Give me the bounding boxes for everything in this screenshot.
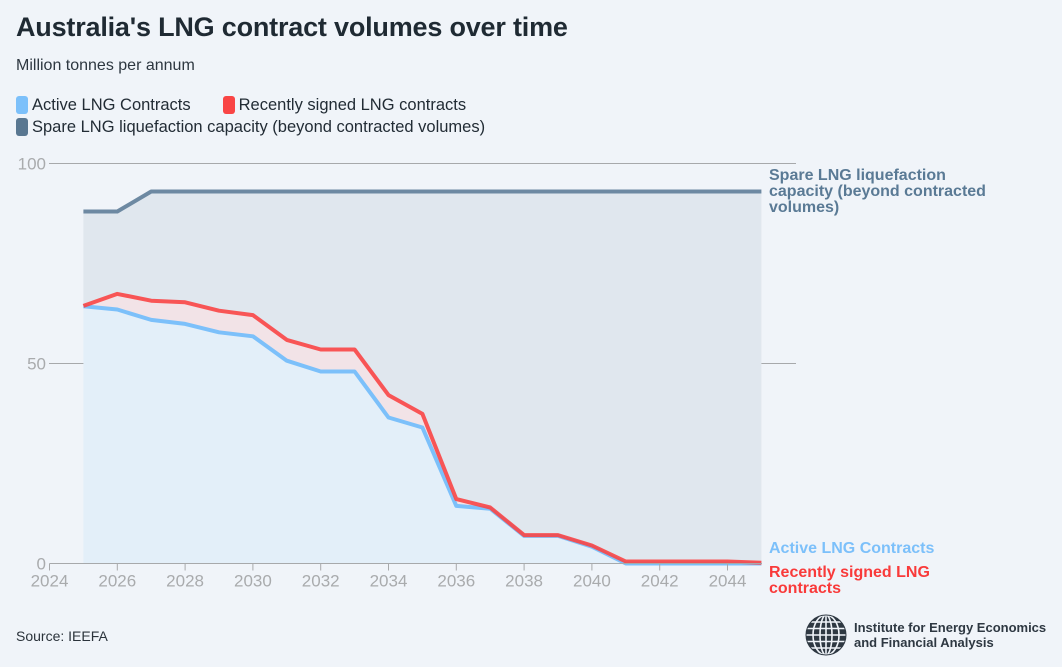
x-tick-label: 2026 [98, 572, 136, 591]
x-tick-label: 2036 [437, 572, 475, 591]
source-note: Source: IEEFA [16, 628, 108, 644]
end-label-recent: contracts [769, 580, 841, 597]
legend-label-recent: Recently signed LNG contracts [238, 95, 467, 114]
area-spare-capacity [83, 191, 762, 563]
end-label-spare: volumes) [769, 199, 839, 216]
logo-line-1: Institute for Energy Economics [854, 620, 1047, 635]
y-tick-label: 50 [27, 355, 46, 374]
x-tick-label: 2040 [573, 572, 611, 591]
ieefa-logo: Institute for Energy Economics and Finan… [804, 613, 1046, 657]
axes: 0 50 100 2024 2026 2028 2030 2032 2034 2036 2038 20… [18, 155, 762, 591]
y-tick-label: 100 [18, 155, 46, 174]
x-tick-label: 2038 [505, 572, 543, 591]
y-tick-label: 0 [37, 555, 46, 574]
x-tick-label: 2028 [166, 572, 204, 591]
legend-swatch-spare [16, 118, 28, 136]
legend-item-spare[interactable]: Spare LNG liquefaction capacity (beyond … [16, 118, 485, 137]
x-tick-label: 2030 [234, 572, 272, 591]
areas [83, 191, 762, 564]
globe-icon [805, 614, 847, 656]
legend-label-spare: Spare LNG liquefaction capacity (beyond … [32, 117, 486, 136]
legend-label-active: Active LNG Contracts [32, 95, 191, 114]
x-tick-label: 2032 [302, 572, 340, 591]
x-tick-label: 2044 [709, 572, 747, 591]
chart-title: Australia's LNG contract volumes over ti… [16, 12, 568, 42]
x-tick-label: 2034 [370, 572, 408, 591]
legend-item-recent[interactable]: Recently signed LNG contracts [222, 95, 467, 115]
x-tick-label: 2042 [641, 572, 679, 591]
end-label-active: Active LNG Contracts [769, 540, 934, 557]
legend-item-active[interactable]: Active LNG Contracts [16, 96, 191, 115]
line-recently-signed [82, 291, 762, 565]
legend: Active LNG Contracts Recently signed LNG… [16, 94, 517, 138]
chart-subtitle: Million tonnes per annum [16, 57, 195, 74]
legend-swatch-active [16, 96, 28, 114]
end-label-recent: Recently signed LNG [769, 564, 930, 581]
legend-swatch-recent [222, 96, 235, 114]
x-tick-label: 2024 [31, 572, 69, 591]
end-label-spare: capacity (beyond contracted [769, 183, 986, 200]
end-label-spare: Spare LNG liquefaction [769, 167, 946, 184]
area-active-contracts [83, 306, 762, 564]
line-spare-capacity [83, 189, 762, 214]
logo-line-2: and Financial Analysis [854, 635, 994, 650]
